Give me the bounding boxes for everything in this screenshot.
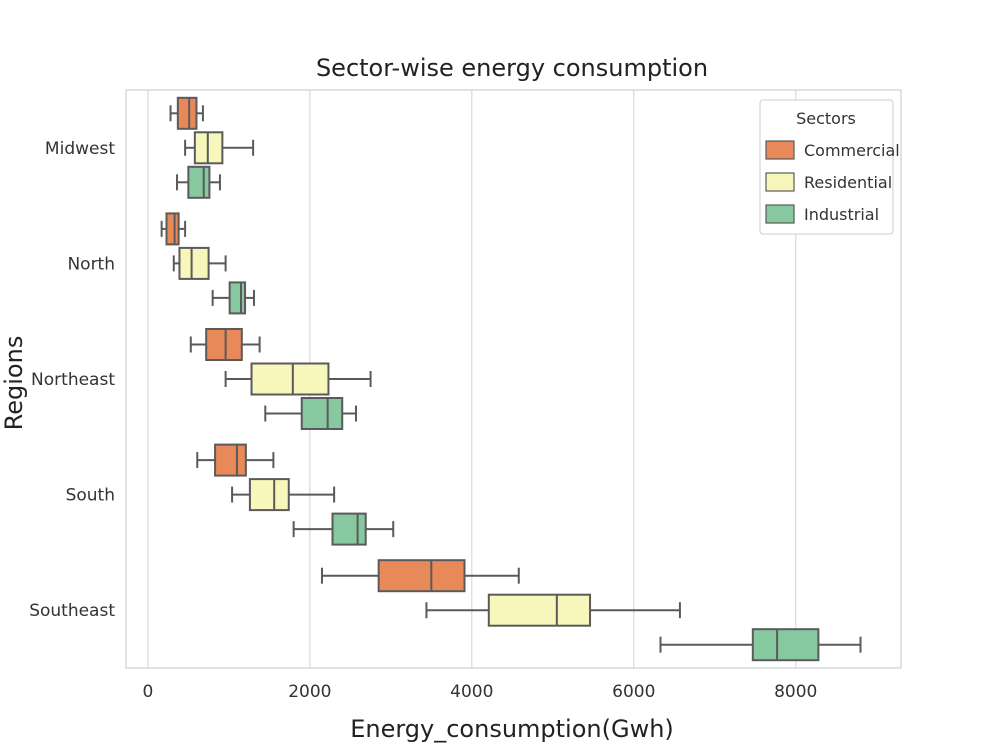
box-residential-north bbox=[172, 246, 227, 280]
box-iqr bbox=[178, 246, 210, 280]
y-tick-label: South bbox=[66, 486, 115, 506]
box-iqr bbox=[248, 478, 290, 512]
box-industrial-south bbox=[292, 512, 395, 546]
legend-label-industrial: Industrial bbox=[804, 205, 879, 224]
legend: Sectors Commercial Residential Industrial bbox=[759, 99, 900, 235]
x-tick-label: 2000 bbox=[288, 682, 331, 702]
legend-label-commercial: Commercial bbox=[804, 141, 900, 160]
box-iqr bbox=[205, 328, 243, 361]
box-iqr bbox=[377, 559, 466, 593]
box-residential-midwest bbox=[184, 131, 255, 165]
box-commercial-southeast bbox=[320, 559, 520, 593]
box-industrial-midwest bbox=[176, 165, 221, 199]
legend-swatch-residential bbox=[765, 172, 795, 192]
box-residential-south bbox=[231, 478, 336, 512]
legend-title: Sectors bbox=[796, 109, 856, 128]
box-industrial-northeast bbox=[264, 397, 357, 430]
box-iqr bbox=[487, 593, 592, 627]
y-axis-label: Regions bbox=[0, 336, 28, 431]
y-tick-label: Northeast bbox=[31, 370, 115, 390]
chart-title: Sector-wise energy consumption bbox=[316, 54, 708, 82]
x-tick-label: 4000 bbox=[450, 682, 493, 702]
x-axis-label: Energy_consumption(Gwh) bbox=[350, 715, 674, 743]
box-residential-southeast bbox=[425, 593, 681, 627]
x-tick-label: 6000 bbox=[612, 682, 655, 702]
legend-label-residential: Residential bbox=[804, 173, 892, 192]
box-iqr bbox=[214, 443, 247, 477]
box-iqr bbox=[176, 96, 198, 130]
legend-box bbox=[759, 99, 894, 235]
box-iqr bbox=[751, 628, 820, 662]
box-commercial-northeast bbox=[189, 328, 261, 361]
legend-swatch-commercial bbox=[765, 140, 795, 160]
axis-ticks: 0 2000 4000 6000 8000 Midwest North Northeast So… bbox=[29, 139, 817, 702]
x-tick-label: 8000 bbox=[774, 682, 817, 702]
x-tick-label: 0 bbox=[142, 682, 153, 702]
box-iqr bbox=[165, 212, 180, 246]
box-iqr bbox=[331, 512, 367, 546]
box-commercial-north bbox=[160, 212, 187, 246]
legend-swatch-industrial bbox=[765, 204, 795, 224]
box-commercial-midwest bbox=[169, 96, 204, 130]
box-iqr bbox=[228, 281, 247, 315]
box-residential-northeast bbox=[224, 362, 372, 396]
box-commercial-south bbox=[196, 443, 275, 477]
box-iqr bbox=[250, 362, 330, 396]
y-tick-label: North bbox=[67, 254, 115, 274]
box-iqr bbox=[187, 165, 211, 199]
y-tick-label: Midwest bbox=[45, 139, 115, 159]
plot-frame bbox=[125, 89, 902, 669]
y-tick-label: Southeast bbox=[29, 601, 115, 621]
box-groups bbox=[160, 96, 862, 662]
box-industrial-southeast bbox=[659, 628, 862, 662]
box-industrial-north bbox=[211, 281, 255, 315]
box-iqr bbox=[300, 397, 344, 430]
